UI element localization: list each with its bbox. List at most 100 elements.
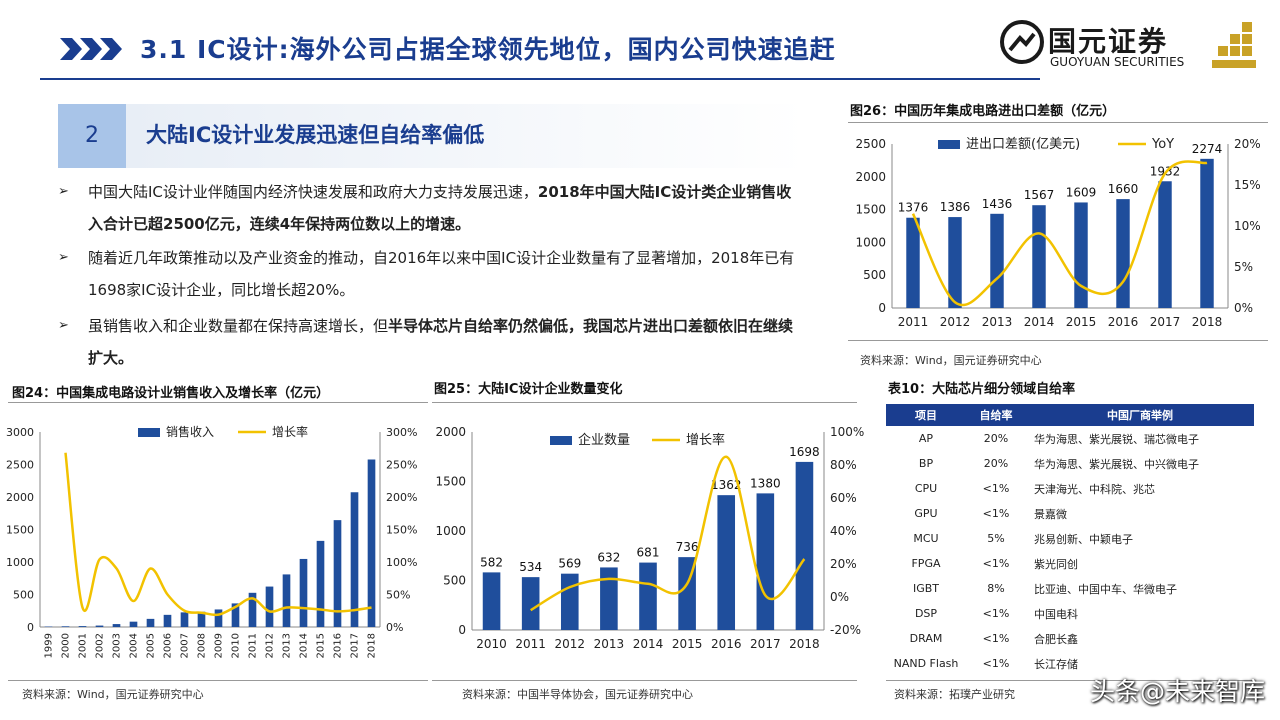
x-tick-label: 2014 — [1024, 315, 1055, 329]
bar-2013 — [282, 574, 291, 627]
bar-2003 — [112, 624, 121, 627]
y2-tick-label: 0% — [830, 590, 849, 604]
page-title: 3.1 IC设计:海外公司占据全球领先地位，国内公司快速追赶 — [140, 35, 836, 64]
table-header-cell: 自给率 — [966, 404, 1026, 426]
series-line-增长率 — [530, 455, 806, 612]
bar-2013 — [600, 567, 618, 630]
bullet-1: ➢ 中国大陆IC设计业伴随国内经济快速发展和政府大力支持发展迅速，2018年中国… — [58, 176, 798, 240]
header-divider — [40, 78, 1040, 80]
x-tick-label: 2011 — [898, 315, 929, 329]
bar-2016 — [717, 495, 736, 630]
legend-label: 增长率 — [686, 432, 725, 448]
legend-label: 企业数量 — [578, 432, 630, 448]
x-tick-label: 2013 — [282, 633, 293, 658]
bar-2015 — [1074, 202, 1088, 308]
y2-tick-label: 20% — [830, 557, 857, 571]
x-tick-label: 2017 — [1150, 315, 1181, 329]
y2-tick-label: 0% — [1234, 301, 1253, 315]
data-label: 534 — [519, 560, 542, 574]
bar-2000 — [61, 626, 70, 627]
table-cell: 长江存储 — [1026, 651, 1254, 676]
x-tick-label: 2011 — [248, 633, 259, 658]
table-cell: 紫光同创 — [1026, 551, 1254, 576]
table-header-cell: 中国厂商举例 — [1026, 404, 1254, 426]
x-tick-label: 2012 — [555, 637, 586, 651]
y2-tick-label: 15% — [1234, 178, 1261, 192]
y-tick-label: 0 — [458, 623, 466, 637]
chart25-source: 资料来源：中国半导体协会，国元证券研究中心 — [462, 688, 693, 701]
table-cell: 20% — [983, 432, 1009, 445]
y2-tick-label: 80% — [830, 458, 857, 472]
x-tick-label: 2007 — [180, 633, 191, 658]
bar-2004 — [129, 621, 138, 627]
y2-tick-label: 150% — [386, 524, 417, 537]
table-cell: 华为海思、紫光展锐、瑞芯微电子 — [1034, 432, 1199, 446]
data-label: 1386 — [940, 200, 971, 214]
bar-2014 — [299, 558, 308, 627]
table-row: NAND Flash <1% 长江存储 — [886, 651, 1254, 676]
data-label: 736 — [676, 540, 699, 554]
table-cell: 比亚迪、中国中车、华微电子 — [1034, 582, 1177, 596]
bar-2016 — [1116, 199, 1130, 308]
bar-2013 — [990, 213, 1004, 308]
table-row: BP 20% 华为海思、紫光展锐、中兴微电子 — [886, 451, 1254, 476]
y2-tick-label: 200% — [386, 491, 417, 504]
table-cell: 5% — [987, 532, 1005, 545]
bullet-2: ➢ 随着近几年政策推动以及产业资金的推动，自2016年以来中国IC设计企业数量有… — [58, 242, 798, 306]
table10: 项目 自给率 中国厂商举例 AP 20% 华为海思、紫光展锐、瑞芯微电子 BP 20% 华… — [886, 404, 1254, 676]
table-cell: DSP — [886, 601, 966, 626]
table-cell: <1% — [966, 551, 1026, 576]
x-tick-label: 2016 — [333, 633, 344, 658]
bar-2011 — [906, 217, 920, 308]
y-tick-label: 1500 — [6, 524, 34, 537]
y-tick-label: 500 — [13, 589, 34, 602]
bar-2014 — [639, 562, 657, 630]
bullet-marker-icon: ➢ — [58, 184, 69, 199]
x-tick-label: 2015 — [316, 633, 327, 658]
chart24-svg: 0 500 1000 1500 2000 2500 3000 0% 50% 100% 150% 200… — [6, 424, 417, 658]
bar-2002 — [95, 625, 104, 627]
table-cell: <1% — [966, 601, 1026, 626]
chart25-title: 图25：大陆IC设计企业数量变化 — [434, 382, 623, 397]
y2-tick-label: 60% — [830, 491, 857, 505]
table-cell: AP — [918, 432, 934, 445]
table-cell: IGBT — [912, 582, 940, 595]
x-tick-label: 2008 — [197, 633, 208, 658]
x-tick-label: 2014 — [299, 633, 310, 658]
table-row: FPGA <1% 紫光同创 — [886, 551, 1254, 576]
y2-tick-label: 40% — [830, 524, 857, 538]
table-cell: 华为海思、紫光展锐、中兴微电子 — [1026, 451, 1254, 476]
bar-2010 — [482, 572, 501, 630]
x-tick-label: 2014 — [633, 637, 664, 651]
x-tick-label: 2018 — [789, 637, 820, 651]
data-label: 1932 — [1150, 164, 1181, 178]
y-tick-label: 2000 — [6, 491, 34, 504]
bullet-text: 随着近几年政策推动以及产业资金的推动，自2016年以来中国IC设计企业数量有了显… — [88, 249, 795, 299]
chart24-top-rule — [8, 402, 428, 403]
chevron-arrows-icon — [60, 38, 122, 60]
table10-title: 表10：大陆芯片细分领域自给率 — [888, 382, 1076, 397]
bullet-marker-icon: ➢ — [58, 318, 69, 333]
company-logo-icon — [1000, 20, 1044, 64]
y-tick-label: 500 — [443, 574, 466, 588]
bar-2012 — [560, 573, 579, 630]
table-row: DRAM <1% 合肥长鑫 — [886, 626, 1254, 651]
chart26-top-rule — [848, 122, 1268, 123]
table-cell: <1% — [966, 651, 1026, 676]
chart26-svg: 0 500 1000 1500 2000 2500 0% 5% 10% 15% 20% 1376 138… — [855, 137, 1261, 329]
bar-2011 — [248, 592, 257, 627]
bar-2017 — [756, 493, 775, 630]
bullet-bold-text: 2018年中国大陆IC设计类企业销售收入合计已超2500亿元，连续4年保持两位数… — [88, 183, 792, 233]
x-tick-label: 2006 — [163, 633, 174, 658]
data-label: 1362 — [711, 478, 742, 492]
table10-source: 资料来源：拓璞产业研究 — [894, 688, 1015, 701]
legend-bar-swatch — [550, 436, 572, 445]
watermark: 头条@未来智库 — [1090, 677, 1266, 706]
data-label: 582 — [480, 555, 503, 569]
table-row: DSP <1% 中国电科 — [886, 601, 1254, 626]
series-line-增长率 — [64, 452, 372, 617]
bar-2016 — [333, 520, 342, 627]
bullet-text: 中国大陆IC设计业伴随国内经济快速发展和政府大力支持发展迅速， — [88, 183, 538, 201]
table-cell: 8% — [987, 582, 1005, 595]
x-tick-label: 2000 — [61, 633, 72, 658]
